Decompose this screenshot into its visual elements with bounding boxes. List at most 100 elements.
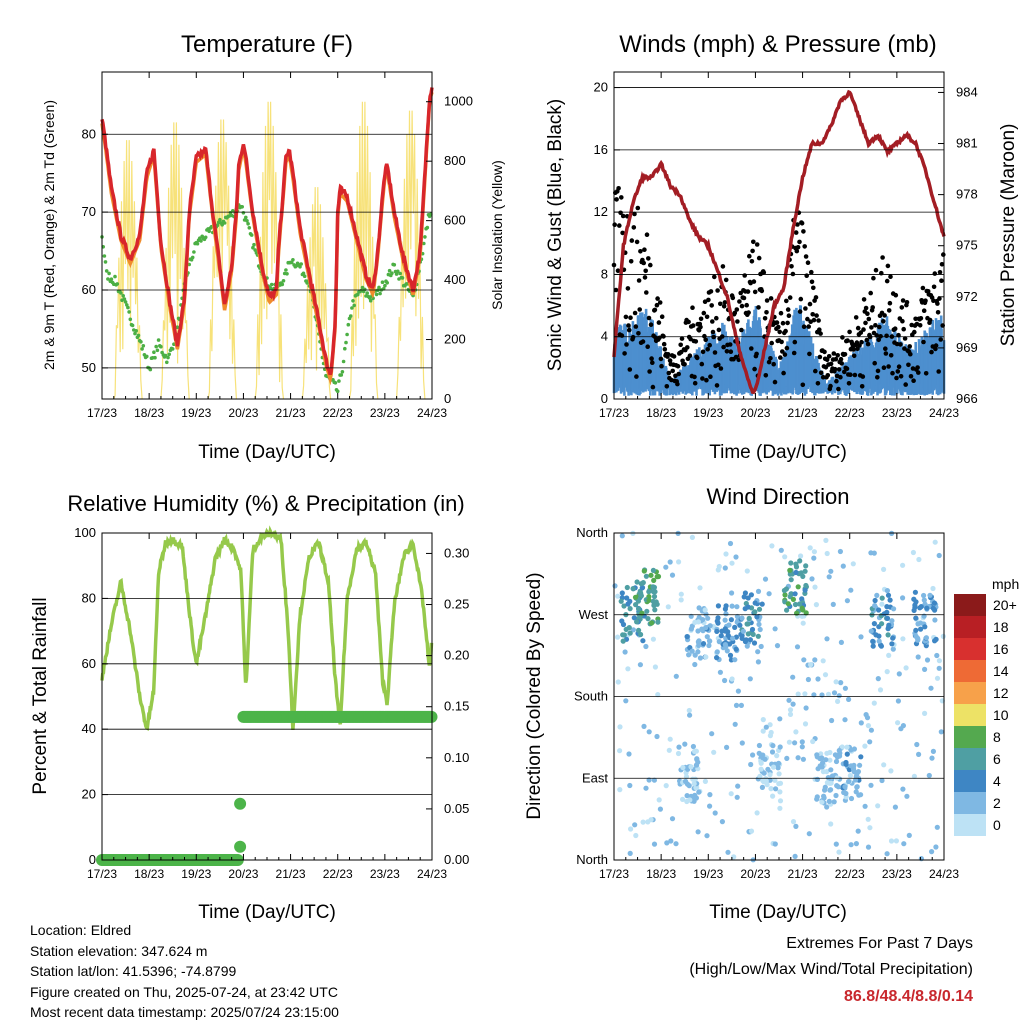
- direction-point: [833, 679, 839, 685]
- gust-point: [921, 339, 926, 345]
- direction-point: [651, 841, 658, 847]
- gust-point: [828, 383, 833, 389]
- direction-point: [718, 633, 724, 639]
- direction-point: [872, 597, 878, 604]
- gust-point: [931, 284, 937, 290]
- humidity-plot-area: [96, 525, 438, 866]
- direction-point: [767, 772, 773, 778]
- direction-point: [892, 804, 899, 810]
- x-tick-label: 20/23: [228, 867, 258, 881]
- gust-point: [619, 195, 624, 200]
- gust-point: [803, 306, 808, 311]
- y-right-tick-label: 0: [444, 391, 451, 406]
- direction-point: [682, 741, 688, 747]
- direction-point: [750, 631, 756, 638]
- gust-point: [866, 316, 872, 322]
- direction-point: [691, 781, 697, 787]
- direction-point: [733, 702, 740, 709]
- gust-point: [720, 264, 726, 269]
- y-right-tick-label: 0.25: [444, 597, 469, 612]
- legend-swatch: [954, 814, 986, 836]
- dewpoint-point: [170, 347, 175, 351]
- x-tick-label: 21/23: [276, 406, 306, 420]
- direction-point: [634, 619, 640, 625]
- gust-point: [764, 298, 770, 303]
- direction-point: [839, 744, 845, 750]
- gust-point: [884, 278, 890, 284]
- direction-point: [777, 744, 783, 750]
- direction-point: [727, 652, 734, 659]
- direction-point: [730, 635, 736, 641]
- gust-point: [723, 277, 729, 283]
- direction-point: [813, 602, 820, 608]
- direction-point: [808, 662, 814, 668]
- direction-point: [844, 751, 850, 757]
- dewpoint-point: [348, 314, 353, 318]
- gust-point: [756, 255, 762, 261]
- direction-point: [758, 643, 764, 650]
- legend-label: 12: [993, 685, 1009, 701]
- gust-point: [780, 349, 785, 354]
- direction-point: [673, 841, 679, 847]
- direction-point: [916, 751, 922, 758]
- direction-point: [815, 676, 821, 682]
- gust-point: [708, 289, 714, 294]
- gust-point: [644, 290, 649, 295]
- gust-point: [809, 269, 814, 275]
- direction-point: [829, 773, 836, 779]
- gust-point: [887, 300, 893, 306]
- gust-point: [783, 328, 788, 334]
- gust-point: [687, 353, 693, 359]
- direction-point: [648, 817, 654, 823]
- direction-point: [619, 590, 625, 596]
- gust-point: [873, 323, 878, 328]
- gust-point: [623, 314, 629, 320]
- legend-swatch: [954, 770, 986, 792]
- direction-point: [864, 715, 871, 721]
- direction-point: [790, 819, 797, 825]
- direction-point: [772, 841, 778, 847]
- direction-point: [831, 799, 837, 805]
- gust-point: [810, 312, 815, 317]
- direction-point: [717, 669, 724, 675]
- dewpoint-point: [301, 271, 306, 276]
- direction-point: [686, 707, 692, 714]
- direction-point: [889, 618, 895, 624]
- gust-point: [917, 323, 923, 328]
- y-right-tick-label: 400: [444, 272, 466, 287]
- gust-point: [861, 297, 867, 302]
- direction-point: [633, 602, 639, 608]
- direction-point: [857, 762, 863, 768]
- direction-point: [777, 798, 784, 804]
- dewpoint-point: [166, 355, 170, 360]
- direction-point: [815, 766, 821, 772]
- direction-point: [675, 750, 682, 757]
- direction-left-ticks: North East South West North: [574, 525, 944, 867]
- direction-point: [782, 592, 788, 598]
- direction-point: [621, 603, 627, 609]
- direction-point: [812, 657, 818, 663]
- dewpoint-point: [152, 350, 156, 355]
- gust-point: [835, 353, 840, 358]
- direction-point: [790, 596, 797, 603]
- dewpoint-point: [269, 282, 274, 287]
- gust-point: [894, 375, 899, 381]
- gust-point: [648, 262, 653, 268]
- direction-point: [684, 793, 690, 799]
- gust-point: [766, 359, 772, 365]
- x-tick-label: 17/23: [87, 406, 117, 420]
- direction-point: [921, 597, 927, 603]
- gust-point: [908, 351, 913, 357]
- y-right-tick-label: 984: [956, 84, 978, 99]
- direction-point: [858, 754, 864, 760]
- gust-point: [888, 353, 894, 358]
- dewpoint-point: [425, 225, 430, 230]
- gust-point: [762, 316, 768, 321]
- dewpoint-point: [289, 260, 294, 265]
- direction-point: [734, 604, 740, 610]
- winds-x-ticks: 17/23 18/23 19/23 20/23 21/23 22/23 23/23 24/23: [599, 72, 959, 420]
- direction-point: [881, 611, 887, 617]
- y-right-tick-label: 0.30: [444, 545, 469, 560]
- dewpoint-point: [340, 370, 345, 374]
- dewpoint-point: [244, 215, 248, 220]
